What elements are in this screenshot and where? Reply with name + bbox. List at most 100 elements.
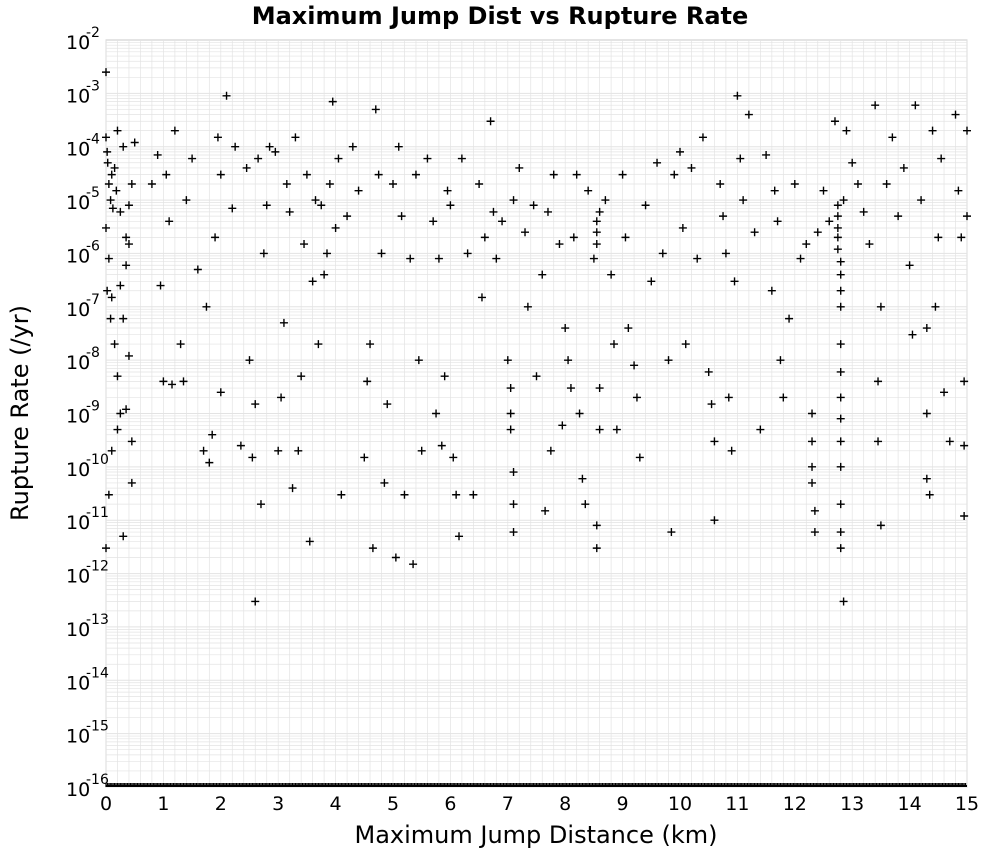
data-point — [836, 500, 845, 509]
data-point — [607, 270, 616, 279]
data-point — [802, 240, 811, 249]
y-tick-label: 10-10 — [66, 452, 109, 481]
data-point — [228, 204, 237, 213]
data-point — [159, 377, 168, 386]
y-tick-exponent: -13 — [86, 612, 109, 628]
data-point — [756, 425, 765, 434]
data-point — [103, 286, 112, 295]
y-tick-exponent: -10 — [86, 452, 109, 468]
data-point — [486, 117, 495, 126]
data-point — [231, 142, 240, 151]
data-point — [839, 196, 848, 205]
data-point — [182, 196, 191, 205]
data-point — [469, 490, 478, 499]
data-point — [698, 133, 707, 142]
data-point — [785, 314, 794, 323]
y-tick-exponent: -4 — [86, 132, 100, 148]
data-point — [279, 318, 288, 327]
data-point — [363, 377, 372, 386]
x-tick-label: 13 — [840, 793, 864, 815]
data-point — [882, 180, 891, 189]
y-tick-exponent: -9 — [86, 399, 100, 415]
data-point — [710, 437, 719, 446]
data-point — [423, 154, 432, 163]
y-tick-exponent: -14 — [86, 665, 109, 681]
y-axis-label: Rupture Rate (/yr) — [6, 305, 34, 521]
data-point — [569, 233, 578, 242]
x-tick-label: 12 — [783, 793, 807, 815]
data-point — [271, 147, 280, 156]
data-point — [842, 126, 851, 135]
data-point — [848, 158, 857, 167]
data-point — [687, 163, 696, 172]
data-point — [624, 324, 633, 333]
data-point — [127, 180, 136, 189]
data-point — [957, 233, 966, 242]
y-tick-base: 10 — [66, 139, 90, 161]
data-point — [116, 281, 125, 290]
data-point — [256, 500, 265, 509]
y-tick-label: 10-11 — [66, 505, 109, 534]
data-point — [449, 453, 458, 462]
y-tick-exponent: -5 — [86, 185, 100, 201]
data-point — [366, 340, 375, 349]
data-point — [833, 212, 842, 221]
data-point — [291, 133, 300, 142]
data-point — [193, 265, 202, 274]
data-point — [457, 154, 466, 163]
data-point — [446, 201, 455, 210]
data-point — [810, 506, 819, 515]
data-point — [391, 553, 400, 562]
data-point — [934, 233, 943, 242]
data-point — [202, 302, 211, 311]
data-point — [102, 223, 110, 232]
data-point — [641, 201, 650, 210]
data-point — [443, 186, 452, 195]
y-tick-label: 10-15 — [66, 719, 109, 748]
data-point — [337, 490, 346, 499]
data-point — [707, 400, 716, 409]
data-point — [262, 201, 271, 210]
data-point — [104, 490, 113, 499]
y-tick-exponent: -8 — [86, 345, 100, 361]
data-point — [113, 372, 122, 381]
data-point — [681, 340, 690, 349]
data-point — [328, 97, 337, 106]
data-point — [632, 393, 641, 402]
data-point — [836, 528, 845, 537]
data-point — [566, 384, 575, 393]
data-point — [165, 217, 174, 226]
data-point — [521, 228, 530, 237]
data-point — [116, 409, 125, 418]
data-point — [156, 281, 165, 290]
data-point — [871, 101, 880, 110]
data-point — [836, 302, 845, 311]
data-point — [331, 223, 340, 232]
data-point — [515, 163, 524, 172]
data-point — [124, 240, 133, 249]
data-point — [888, 133, 897, 142]
data-point — [750, 228, 759, 237]
y-tick-exponent: -15 — [86, 719, 109, 735]
data-point — [830, 117, 839, 126]
y-tick-base: 10 — [66, 406, 90, 428]
data-point — [532, 372, 541, 381]
data-point — [836, 286, 845, 295]
y-tick-label: 10-7 — [66, 292, 100, 321]
data-point — [621, 233, 630, 242]
data-point — [199, 446, 208, 455]
y-tick-label: 10-12 — [66, 559, 109, 588]
data-point — [302, 170, 311, 179]
data-point — [630, 361, 639, 370]
data-point — [103, 147, 112, 156]
data-point — [865, 240, 874, 249]
data-point — [251, 400, 260, 409]
data-point — [251, 597, 260, 606]
data-point — [503, 356, 512, 365]
data-point — [432, 409, 441, 418]
data-point — [368, 544, 377, 553]
x-tick-label: 8 — [559, 793, 571, 815]
data-point — [543, 207, 552, 216]
data-point — [211, 233, 220, 242]
data-point — [618, 170, 627, 179]
